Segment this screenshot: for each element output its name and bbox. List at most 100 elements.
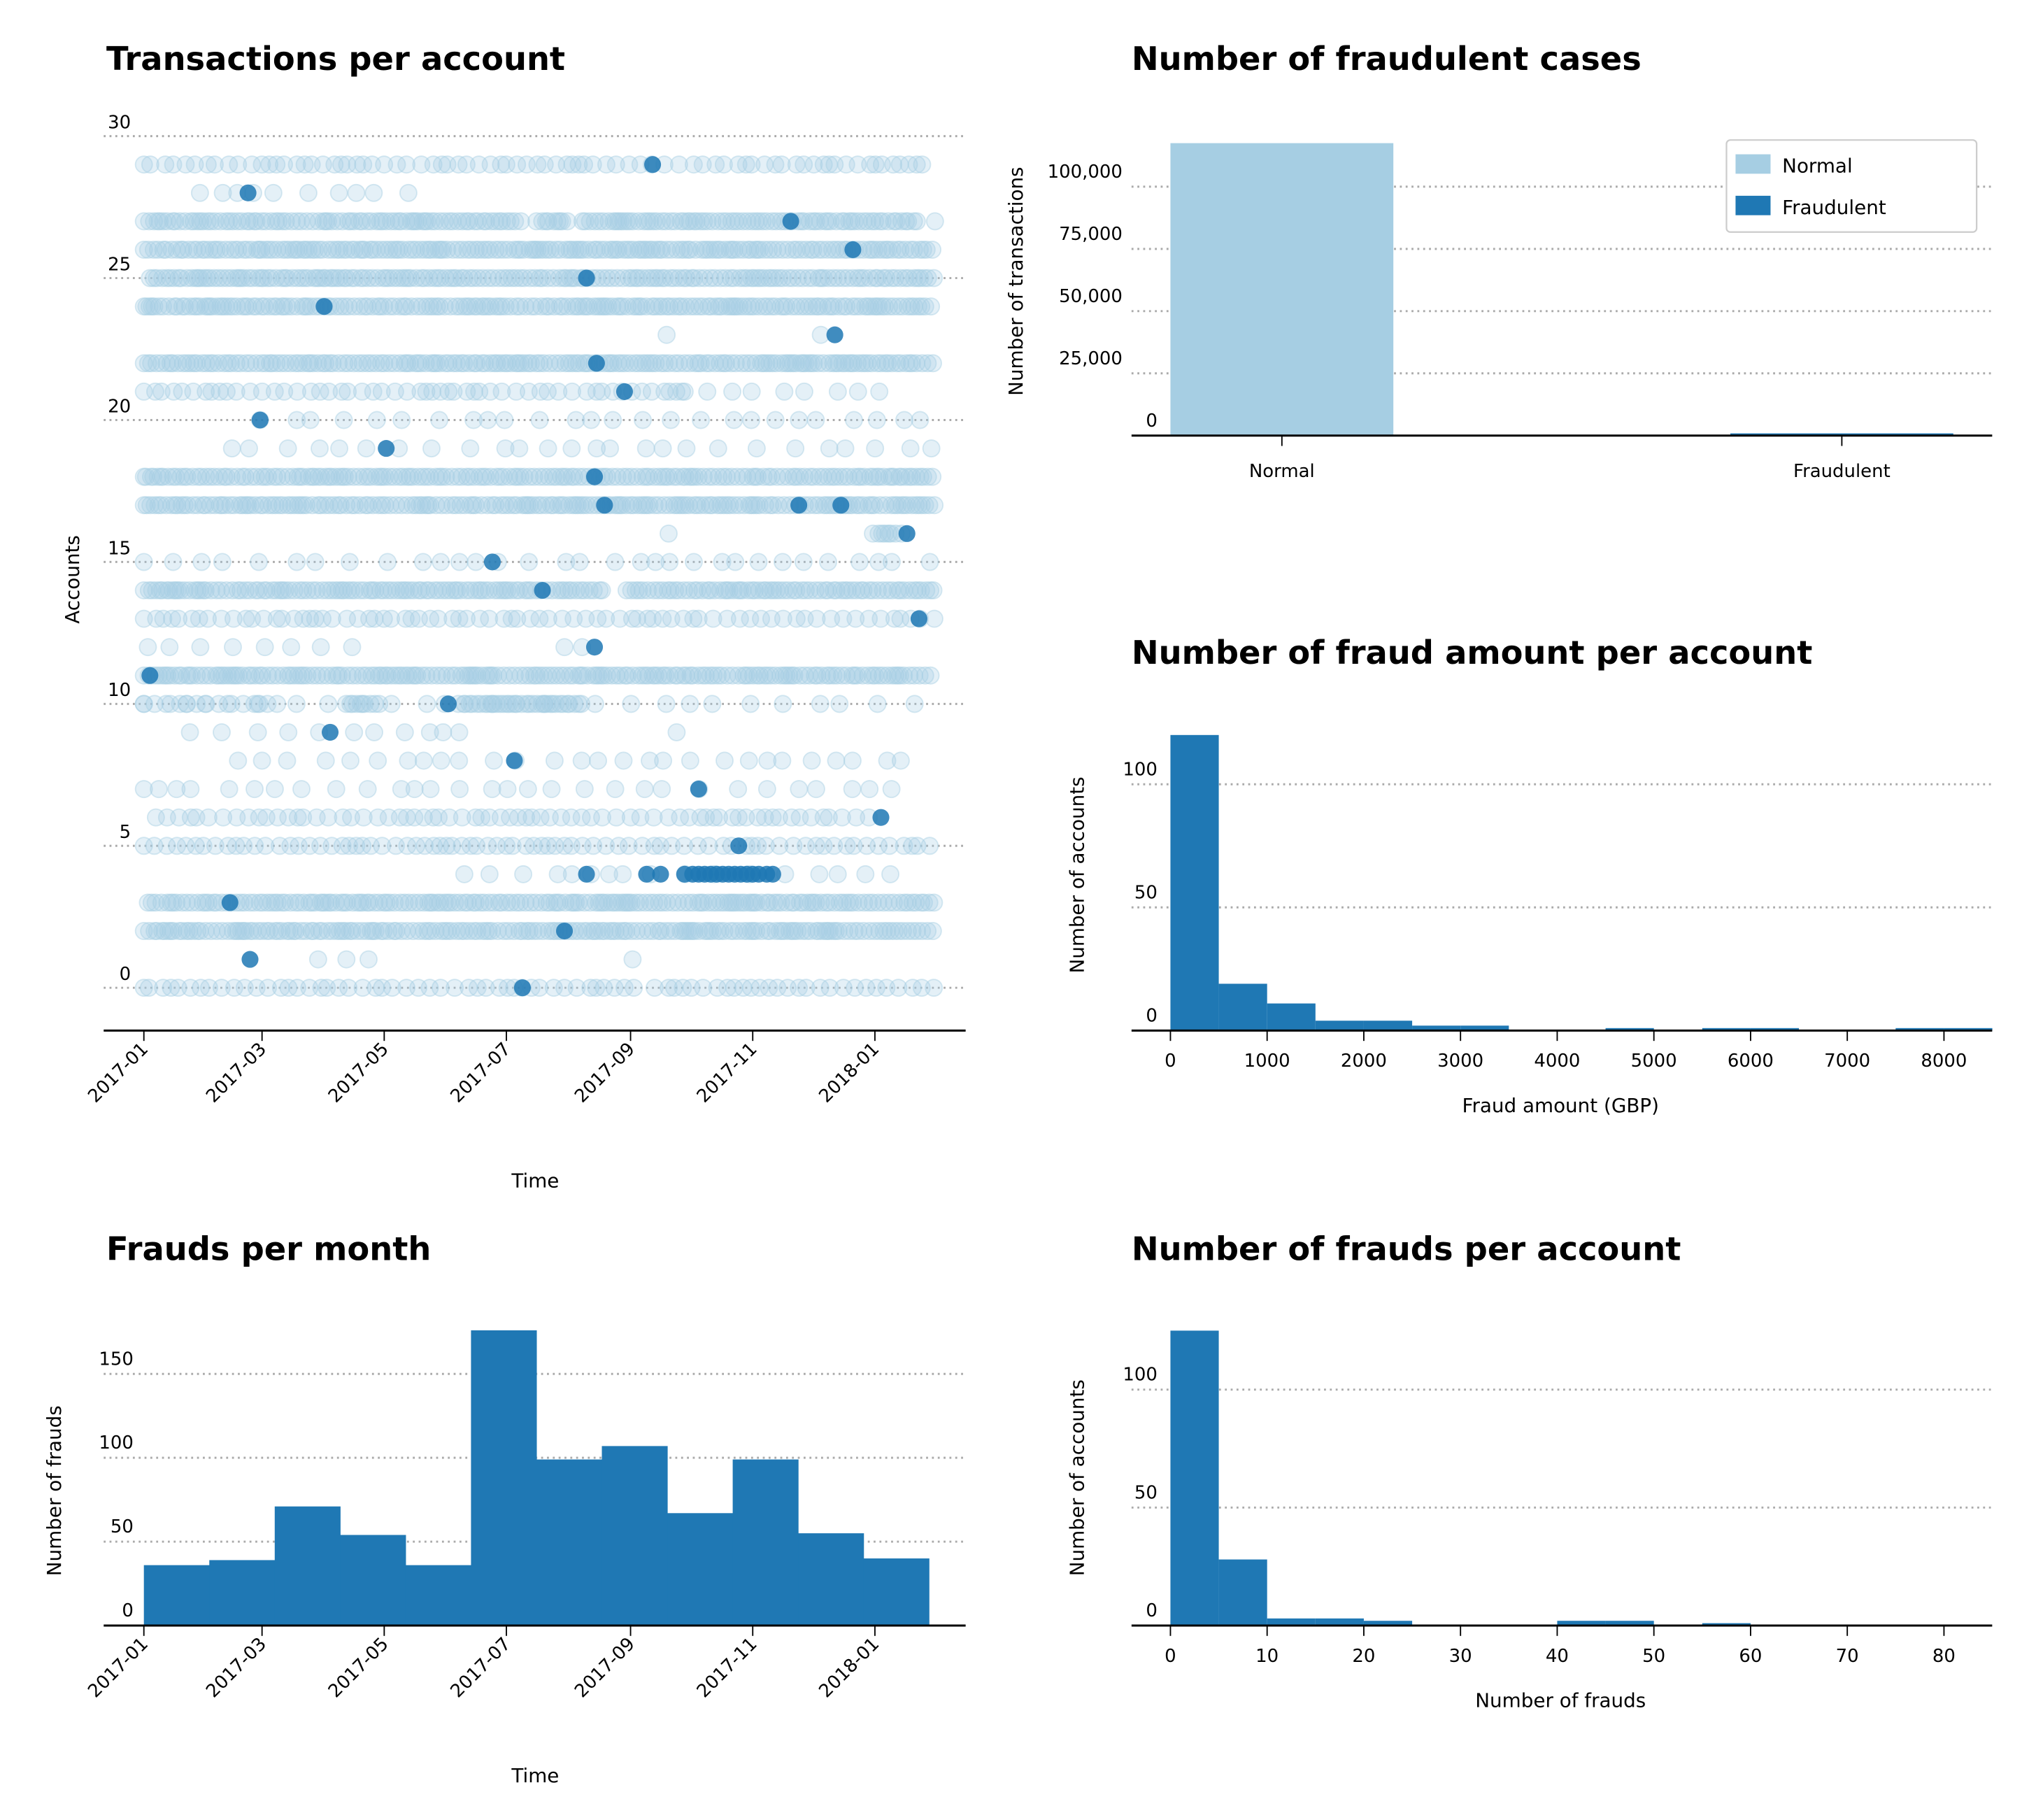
normal-transaction-point bbox=[567, 411, 585, 429]
normal-transaction-point bbox=[164, 893, 183, 912]
normal-transaction-point bbox=[441, 893, 460, 912]
normal-transaction-point bbox=[814, 837, 833, 855]
normal-transaction-point bbox=[775, 382, 794, 401]
normal-transaction-point bbox=[178, 695, 197, 713]
normal-transaction-point bbox=[725, 411, 743, 429]
normal-transaction-point bbox=[504, 922, 523, 940]
normal-transaction-point bbox=[167, 893, 186, 912]
normal-transaction-point bbox=[606, 922, 625, 940]
fraud-transaction-point bbox=[585, 639, 604, 656]
normal-transaction-point bbox=[192, 553, 211, 571]
normal-transaction-point bbox=[572, 695, 591, 713]
y-tick-label: 50 bbox=[111, 1516, 134, 1537]
normal-transaction-point bbox=[539, 837, 557, 855]
normal-transaction-point bbox=[904, 979, 922, 997]
normal-transaction-point bbox=[497, 695, 516, 713]
normal-transaction-point bbox=[661, 922, 680, 940]
normal-transaction-point bbox=[281, 893, 300, 912]
normal-transaction-point bbox=[677, 439, 696, 458]
normal-transaction-point bbox=[183, 922, 202, 940]
normal-transaction-point bbox=[234, 837, 253, 855]
normal-transaction-point bbox=[844, 837, 863, 855]
normal-transaction-point bbox=[504, 695, 522, 713]
normal-transaction-point bbox=[377, 893, 396, 912]
normal-transaction-point bbox=[258, 695, 277, 713]
y-tick-label: 0 bbox=[122, 1600, 134, 1621]
normal-transaction-point bbox=[718, 609, 736, 628]
normal-transaction-point bbox=[152, 581, 171, 599]
normal-transaction-point bbox=[742, 411, 761, 429]
normal-transaction-point bbox=[679, 893, 698, 912]
normal-transaction-point bbox=[439, 922, 457, 940]
normal-transaction-point bbox=[620, 893, 639, 912]
normal-transaction-point bbox=[262, 893, 280, 912]
normal-transaction-point bbox=[898, 893, 917, 912]
normal-transaction-point bbox=[512, 695, 531, 713]
normal-transaction-point bbox=[192, 979, 211, 997]
normal-transaction-point bbox=[866, 439, 885, 458]
normal-transaction-point bbox=[649, 666, 668, 685]
normal-transaction-point bbox=[272, 922, 291, 940]
normal-transaction-point bbox=[322, 922, 341, 940]
normal-transaction-point bbox=[339, 979, 358, 997]
normal-transaction-point bbox=[443, 609, 462, 628]
normal-transaction-point bbox=[511, 212, 530, 231]
y-tick-label: 100 bbox=[1123, 759, 1158, 780]
normal-transaction-point bbox=[592, 922, 611, 940]
legend: Normal Fraudulent bbox=[1725, 139, 1978, 233]
normal-transaction-point bbox=[355, 695, 374, 713]
y-tick-label: 10 bbox=[108, 680, 131, 701]
normal-transaction-point bbox=[245, 837, 264, 855]
normal-transaction-point bbox=[248, 723, 267, 741]
normal-transaction-point bbox=[306, 893, 325, 912]
normal-transaction-point bbox=[808, 666, 827, 685]
normal-transaction-point bbox=[790, 411, 809, 429]
fraud-transaction-point bbox=[826, 326, 843, 343]
normal-transaction-point bbox=[701, 922, 720, 940]
normal-transaction-point bbox=[425, 837, 443, 855]
normal-transaction-point bbox=[437, 666, 456, 685]
normal-transaction-point bbox=[774, 609, 792, 628]
normal-transaction-point bbox=[828, 382, 847, 401]
normal-transaction-point bbox=[622, 893, 641, 912]
normal-transaction-point bbox=[757, 780, 776, 799]
normal-transaction-point bbox=[193, 893, 212, 912]
normal-transaction-point bbox=[259, 979, 277, 997]
normal-transaction-point bbox=[643, 922, 662, 940]
normal-transaction-point bbox=[895, 893, 914, 912]
normal-transaction-point bbox=[606, 553, 625, 571]
chart-title: Frauds per month bbox=[106, 1230, 431, 1267]
x-tick-label: 1000 bbox=[1244, 1051, 1290, 1072]
normal-transaction-point bbox=[483, 695, 501, 713]
normal-transaction-point bbox=[336, 922, 355, 940]
normal-transaction-point bbox=[318, 979, 336, 997]
normal-transaction-point bbox=[392, 411, 411, 429]
normal-transaction-point bbox=[684, 609, 703, 628]
normal-transaction-point bbox=[513, 922, 532, 940]
normal-transaction-point bbox=[471, 609, 490, 628]
normal-transaction-point bbox=[224, 638, 242, 657]
normal-transaction-point bbox=[631, 808, 650, 827]
normal-transaction-point bbox=[551, 666, 570, 685]
normal-transaction-point bbox=[598, 666, 617, 685]
normal-transaction-point bbox=[623, 950, 642, 969]
normal-transaction-point bbox=[141, 155, 159, 174]
normal-transaction-point bbox=[367, 411, 386, 429]
normal-transaction-point bbox=[565, 695, 584, 713]
normal-transaction-point bbox=[710, 808, 729, 827]
normal-transaction-point bbox=[398, 922, 417, 940]
normal-transaction-point bbox=[495, 411, 514, 429]
normal-transaction-point bbox=[516, 666, 535, 685]
normal-transaction-point bbox=[916, 666, 934, 685]
normal-transaction-point bbox=[818, 666, 836, 685]
normal-transaction-point bbox=[366, 695, 385, 713]
histogram-bar bbox=[667, 1513, 734, 1626]
normal-transaction-point bbox=[269, 922, 287, 940]
normal-transaction-point bbox=[633, 666, 652, 685]
histogram-bar bbox=[536, 1459, 603, 1626]
normal-transaction-point bbox=[534, 666, 553, 685]
normal-transaction-point bbox=[535, 695, 553, 713]
normal-transaction-point bbox=[353, 666, 372, 685]
normal-transaction-point bbox=[270, 837, 289, 855]
normal-transaction-point bbox=[494, 666, 513, 685]
